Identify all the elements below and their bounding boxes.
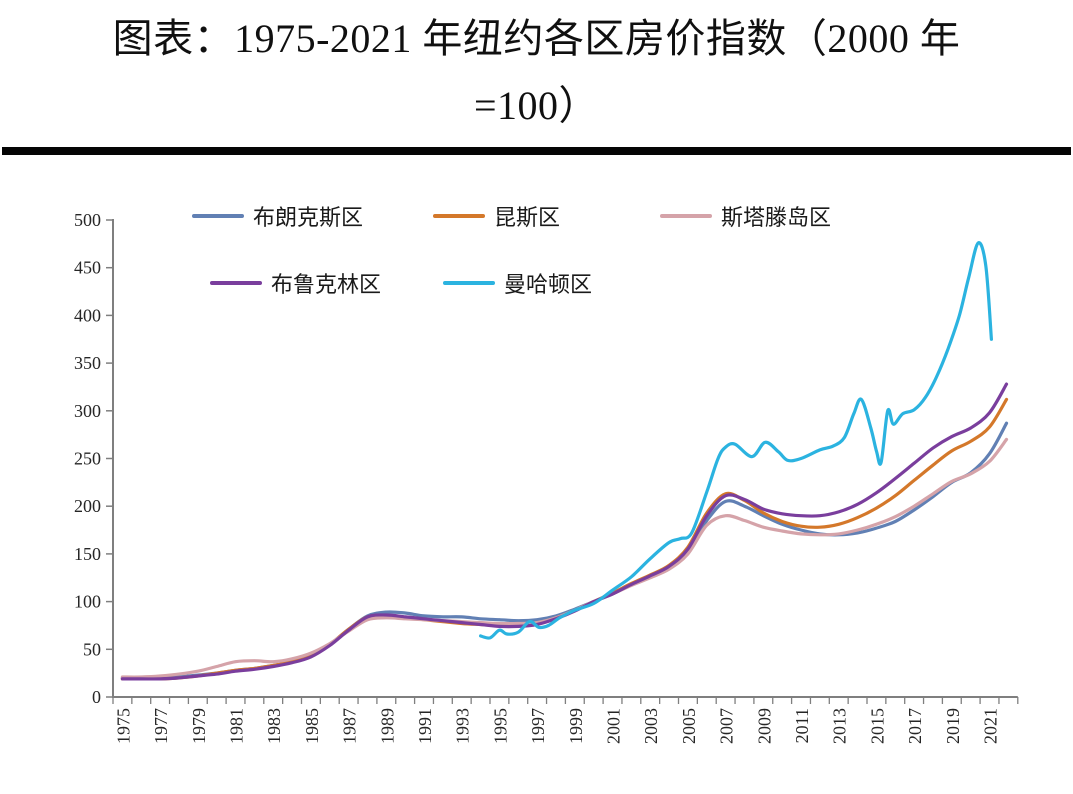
x-tick-label: 2015 [867,708,887,744]
y-tick-label: 250 [74,449,101,469]
x-tick-label: 2005 [679,708,699,744]
series-line-manhattan [479,241,993,640]
legend-swatch-brooklyn [210,281,262,285]
chart-title-line1: 图表：1975-2021 年纽约各区房价指数（2000 年 [112,16,961,61]
legend-swatch-bronx [192,214,244,218]
x-tick-label: 2009 [754,708,774,744]
y-tick-label: 150 [74,544,101,564]
x-tick-label: 2013 [830,708,850,744]
x-tick-label: 1997 [528,708,548,744]
y-tick-label: 0 [92,687,101,707]
y-tick-label: 300 [74,401,101,421]
y-tick-label: 450 [74,258,101,278]
x-tick-label: 1989 [377,708,397,744]
x-tick-label: 2007 [717,708,737,744]
x-tick-label: 2017 [905,708,925,744]
x-tick-label: 1993 [453,708,473,744]
series-line-bronx [120,421,1009,680]
y-tick-label: 400 [74,305,101,325]
series-line-brooklyn [120,382,1009,681]
x-tick-label: 1981 [227,708,247,744]
legend-item-queens: 昆斯区 [433,203,561,230]
legend-swatch-queens [433,214,485,218]
x-tick-label: 1991 [415,708,435,744]
y-tick-label: 50 [83,639,101,659]
y-tick-label: 100 [74,592,101,612]
legend-swatch-manhattan [443,281,495,285]
x-tick-label: 1995 [490,708,510,744]
legend-item-brooklyn: 布鲁克林区 [210,270,382,297]
y-tick-label: 350 [74,353,101,373]
legend-label-brooklyn: 布鲁克林区 [271,272,382,297]
x-tick-label: 1999 [566,708,586,744]
x-tick-label: 2001 [604,708,624,744]
x-tick-label: 2019 [943,708,963,744]
x-tick-label: 1983 [264,708,284,744]
legend-label-queens: 昆斯区 [494,205,561,230]
x-tick-label: 1977 [151,708,171,744]
x-tick-label: 2021 [981,708,1001,744]
legend-label-bronx: 布朗克斯区 [253,205,364,230]
legend-label-staten-island: 斯塔滕岛区 [721,205,832,230]
legend-item-manhattan: 曼哈顿区 [443,270,593,297]
legend-label-manhattan: 曼哈顿区 [504,272,593,297]
chart-title-line2: =100） [473,83,600,128]
title-divider [2,147,1071,155]
x-tick-label: 1975 [113,708,133,744]
x-tick-label: 1985 [302,708,322,744]
legend-item-staten-island: 斯塔滕岛区 [660,203,832,230]
legend-swatch-staten-island [660,214,712,218]
series-line-staten-island [120,437,1009,679]
legend-item-bronx: 布朗克斯区 [192,203,364,230]
y-tick-label: 500 [74,210,101,230]
x-tick-label: 2003 [641,708,661,744]
x-tick-label: 1987 [340,708,360,744]
x-tick-label: 2011 [792,708,812,743]
y-tick-label: 200 [74,496,101,516]
chart-title: 图表：1975-2021 年纽约各区房价指数（2000 年 =100） [0,5,1073,139]
x-tick-label: 1979 [189,708,209,744]
